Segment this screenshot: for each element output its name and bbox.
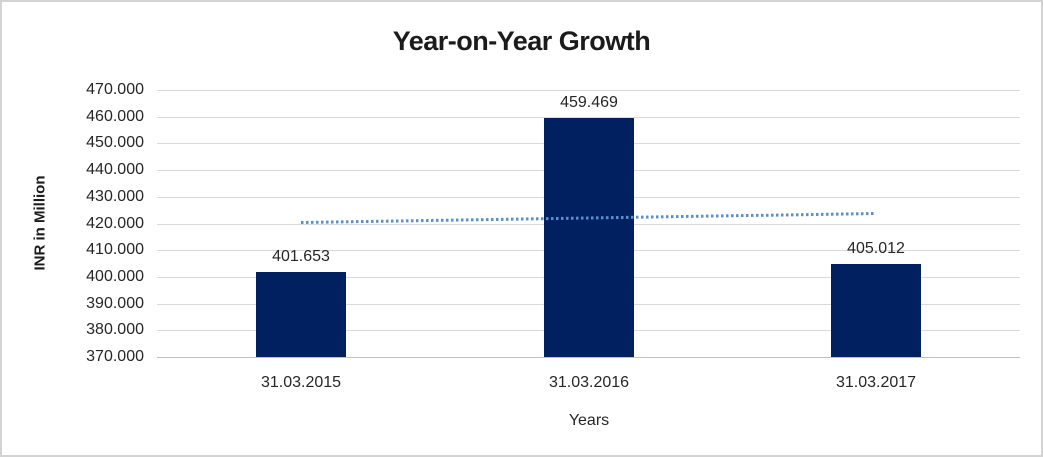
gridline [157, 90, 1020, 91]
bar-31.03.2017 [831, 264, 921, 357]
y-tick-label: 380.000 [86, 321, 144, 338]
x-tick-label: 31.03.2017 [835, 374, 917, 391]
y-tick-label: 370.000 [86, 348, 144, 365]
y-tick-label: 400.000 [86, 268, 144, 285]
x-tick-label: 31.03.2016 [548, 374, 630, 391]
bar-value-label: 459.469 [560, 94, 618, 111]
bar-value-label: 401.653 [272, 248, 330, 265]
y-tick-label: 410.000 [86, 241, 144, 258]
y-tick-label: 470.000 [86, 81, 144, 98]
bar-value-label: 405.012 [847, 240, 905, 257]
y-tick-label: 430.000 [86, 188, 144, 205]
y-tick-label: 390.000 [86, 295, 144, 312]
gridline [157, 117, 1020, 118]
y-tick-label: 450.000 [86, 134, 144, 151]
chart-title: Year-on-Year Growth [392, 26, 651, 56]
y-tick-label: 440.000 [86, 161, 144, 178]
x-axis-title: Years [568, 412, 610, 429]
y-tick-label: 460.000 [86, 108, 144, 125]
bar-31.03.2015 [256, 272, 346, 357]
y-tick-label: 420.000 [86, 215, 144, 232]
x-axis-line [157, 357, 1020, 358]
x-tick-label: 31.03.2015 [260, 374, 342, 391]
bar-31.03.2016 [544, 118, 634, 357]
